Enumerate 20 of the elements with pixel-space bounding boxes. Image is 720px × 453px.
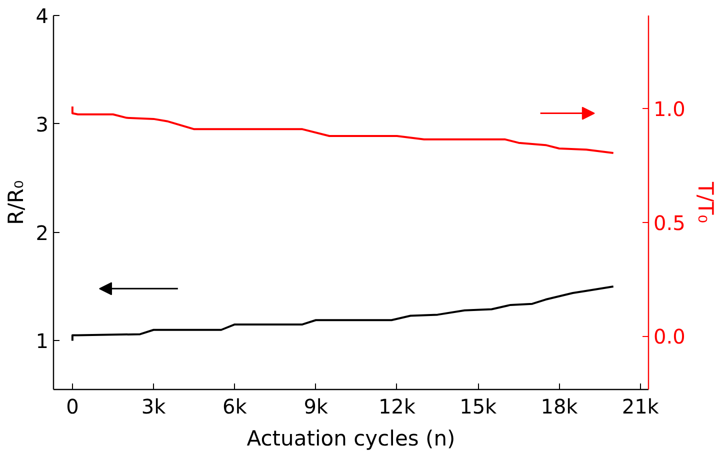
x-axis-title: Actuation cycles (n) <box>246 426 456 450</box>
x-tick-label: 15k <box>460 394 498 418</box>
y-tick-label: 3 <box>36 112 49 136</box>
y2-axis-title: T/T₀ <box>693 180 718 224</box>
line-series <box>71 286 614 342</box>
y-tick-label: 2 <box>36 220 49 245</box>
x-tick-label: 0 <box>66 394 79 418</box>
x-tick-label: 12k <box>378 394 416 418</box>
y2-tick-label: 0.0 <box>654 324 686 349</box>
x-tick-label: 21k <box>622 394 660 418</box>
x-tick-label: 18k <box>540 394 578 418</box>
y2-tick-label: 1.0 <box>654 97 686 122</box>
x-tick-label: 3k <box>141 394 166 418</box>
line-series <box>71 105 614 154</box>
y-tick-label: 1 <box>36 329 49 354</box>
y2-tick-label: 0.5 <box>654 210 686 235</box>
x-tick-label: 9k <box>304 394 328 418</box>
x-tick-label: 6k <box>222 394 248 418</box>
y-axis-title: R/R₀ <box>4 180 28 225</box>
y-tick-label: 4 <box>36 4 49 28</box>
